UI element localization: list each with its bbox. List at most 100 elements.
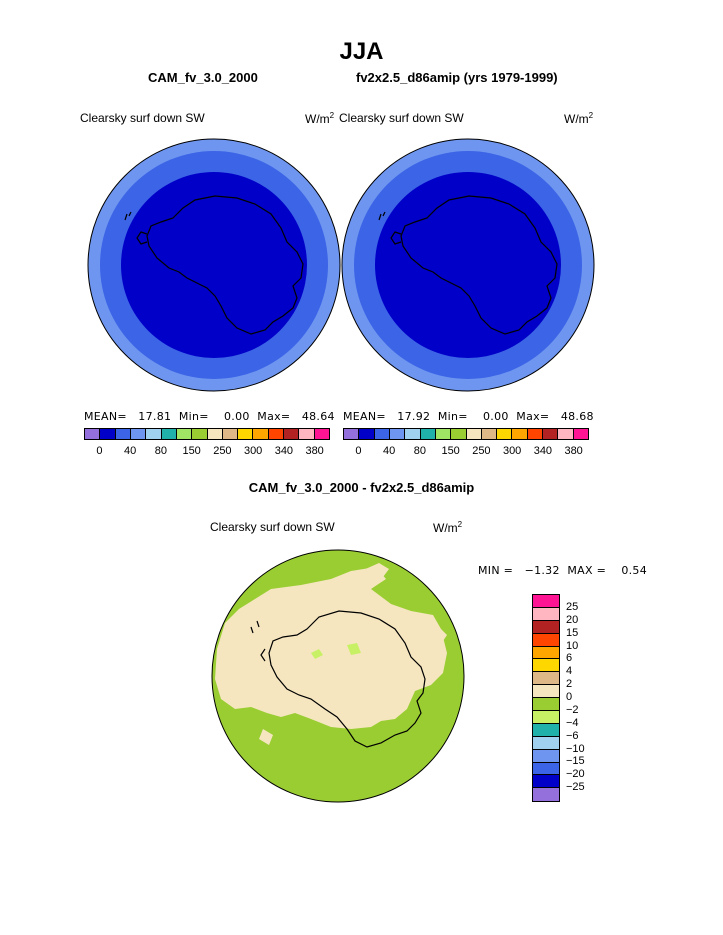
colorbar-swatch — [533, 775, 559, 789]
colorbar-swatch — [284, 429, 300, 439]
right-stats: MEAN= 17.92 Min= 0.00 Max= 48.68 — [343, 410, 594, 423]
colorbar-tick-label: 0 — [355, 445, 362, 457]
colorbar-swatch — [238, 429, 254, 439]
colorbar-swatch — [497, 429, 513, 439]
colorbar-swatch — [533, 646, 559, 660]
figure-title: JJA — [339, 38, 384, 65]
colorbar-tick-label: −15 — [566, 755, 585, 768]
colorbar-swatch — [222, 429, 239, 439]
colorbar-swatch — [533, 607, 559, 621]
colorbar-swatch — [451, 429, 467, 439]
diff-colorbar-ticks: 25 20 15 10 6 4 2 0 −2 −4 −6 −10 −15 −20 −25 — [566, 594, 606, 800]
colorbar-swatch — [543, 429, 559, 439]
colorbar-tick-label: 380 — [305, 445, 324, 457]
colorbar-swatch — [100, 429, 116, 439]
colorbar-tick-label: 20 — [566, 613, 579, 626]
diff-strong-negative-patch — [347, 643, 361, 655]
left-polar-map — [87, 138, 341, 392]
colorbar-tick-label: 150 — [441, 445, 460, 457]
right-colorbar — [343, 428, 589, 440]
colorbar-swatch — [344, 429, 360, 439]
colorbar-tick-label: −25 — [566, 781, 585, 794]
colorbar-swatch — [533, 633, 559, 647]
colorbar-swatch — [481, 429, 498, 439]
colorbar-tick-label: 250 — [213, 445, 232, 457]
left-unit-label: W/m2 — [305, 111, 335, 126]
colorbar-swatch — [299, 429, 315, 439]
colorbar-tick-label: 10 — [566, 639, 579, 652]
antarctica-coastline — [124, 195, 304, 335]
colorbar-swatch — [533, 723, 559, 737]
colorbar-swatch — [533, 685, 559, 699]
diff-positive-patch — [259, 729, 273, 745]
colorbar-swatch — [374, 429, 390, 439]
colorbar-tick-label: 300 — [502, 445, 522, 457]
diff-positive-patch — [361, 563, 389, 577]
colorbar-tick-label: 40 — [383, 445, 396, 457]
diff-positive-region — [215, 567, 447, 729]
colorbar-tick-label: −4 — [566, 716, 579, 729]
right-colorbar-ticks: 0 40 80 150 250 300 340 380 — [343, 445, 589, 459]
colorbar-swatch — [512, 429, 528, 439]
colorbar-tick-label: −10 — [566, 742, 585, 755]
difference-title: CAM_fv_3.0_2000 - fv2x2.5_d86amip — [248, 480, 475, 495]
colorbar-swatch — [130, 429, 147, 439]
colorbar-tick-label: 15 — [566, 626, 579, 639]
antarctica-coastline — [378, 195, 558, 335]
colorbar-tick-label: 2 — [566, 678, 573, 691]
colorbar-swatch — [85, 429, 101, 439]
colorbar-tick-label: 0 — [566, 691, 573, 703]
colorbar-swatch — [435, 429, 452, 439]
right-unit-label: W/m2 — [564, 111, 594, 126]
colorbar-swatch — [533, 711, 559, 724]
left-stats: MEAN= 17.81 Min= 0.00 Max= 48.64 — [84, 410, 335, 423]
colorbar-tick-label: 6 — [566, 652, 573, 665]
colorbar-swatch — [192, 429, 208, 439]
left-colorbar-ticks: 0 40 80 150 250 300 340 380 — [84, 445, 330, 459]
colorbar-swatch — [573, 429, 588, 439]
colorbar-swatch — [533, 595, 559, 608]
diff-colorbar — [532, 594, 560, 803]
colorbar-tick-label: 80 — [154, 445, 167, 457]
colorbar-tick-label: −2 — [566, 703, 579, 716]
colorbar-swatch — [533, 749, 559, 763]
colorbar-tick-label: 150 — [182, 445, 201, 457]
colorbar-swatch — [527, 429, 544, 439]
colorbar-swatch — [533, 736, 559, 750]
colorbar-swatch — [359, 429, 375, 439]
colorbar-swatch — [533, 659, 559, 673]
colorbar-swatch — [389, 429, 406, 439]
band-inner — [375, 172, 561, 358]
colorbar-swatch — [253, 429, 269, 439]
diff-variable-label: Clearsky surf down SW — [210, 520, 335, 534]
colorbar-swatch — [146, 429, 162, 439]
antarctica-coastline — [250, 610, 426, 748]
colorbar-swatch — [533, 672, 559, 686]
colorbar-tick-label: 25 — [566, 600, 579, 613]
right-variable-label: Clearsky surf down SW — [339, 111, 464, 125]
diff-strong-negative-patch — [311, 649, 323, 659]
colorbar-tick-label: 40 — [124, 445, 137, 457]
colorbar-tick-label: 0 — [96, 445, 103, 457]
left-case-title: CAM_fv_3.0_2000 — [148, 70, 258, 85]
colorbar-tick-label: −20 — [566, 768, 585, 781]
diff-positive-patch — [411, 619, 447, 647]
colorbar-tick-label: 300 — [243, 445, 263, 457]
colorbar-swatch — [533, 788, 559, 802]
colorbar-swatch — [115, 429, 131, 439]
colorbar-swatch — [533, 698, 559, 712]
difference-polar-map — [211, 549, 465, 803]
left-colorbar — [84, 428, 330, 440]
right-case-title: fv2x2.5_d86amip (yrs 1979-1999) — [356, 70, 558, 85]
colorbar-swatch — [466, 429, 482, 439]
colorbar-swatch — [207, 429, 223, 439]
colorbar-swatch — [405, 429, 421, 439]
colorbar-tick-label: 4 — [566, 665, 573, 678]
right-polar-map — [341, 138, 595, 392]
colorbar-swatch — [533, 620, 559, 634]
diff-unit-label: W/m2 — [433, 520, 463, 535]
left-variable-label: Clearsky surf down SW — [80, 111, 205, 125]
colorbar-tick-label: 80 — [413, 445, 426, 457]
colorbar-swatch — [420, 429, 436, 439]
colorbar-swatch — [176, 429, 193, 439]
